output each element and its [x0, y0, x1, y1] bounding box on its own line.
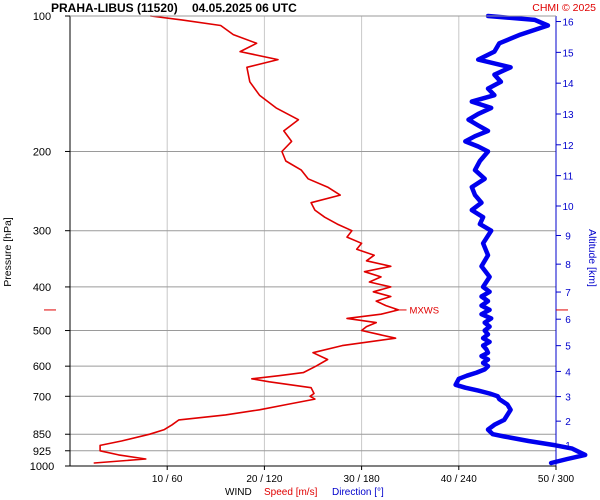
chart-datetime: 04.05.2025 06 UTC	[192, 1, 297, 15]
altitude-tick-label: 11	[563, 172, 574, 183]
y2-axis-label: Altitude [km]	[586, 229, 598, 287]
pressure-tick-label: 600	[33, 361, 51, 373]
pressure-tick-label: 850	[33, 429, 51, 441]
altitude-tick-label: 6	[565, 315, 571, 326]
chart-credit: CHMI © 2025	[532, 2, 596, 14]
series-layer	[93, 13, 588, 466]
x-axis-label-speed: Speed [m/s]	[264, 487, 318, 498]
altitude-tick-label: 2	[565, 417, 571, 428]
pressure-tick-label: 200	[33, 146, 51, 158]
chart-title: PRAHA-LIBUS (11520)	[51, 1, 178, 15]
pressure-tick-label: 300	[33, 226, 51, 238]
altitude-tick-label: 16	[562, 18, 574, 29]
altitude-tick-label: 8	[565, 260, 571, 271]
altitude-tick-label: 1	[565, 441, 571, 452]
pressure-tick-label: 400	[33, 282, 51, 294]
x-tick-label: 10 / 60	[152, 474, 183, 485]
altitude-tick-label: 9	[565, 231, 571, 242]
x-tick-label: 40 / 240	[441, 474, 478, 485]
altitude-tick-label: 14	[562, 79, 574, 90]
x-tick-label: 20 / 120	[246, 474, 283, 485]
pressure-tick-label: 1000	[30, 461, 54, 473]
x-axis-label-direction: Direction [°]	[332, 487, 384, 498]
altitude-tick-label: 12	[562, 141, 574, 152]
pressure-tick-label: 500	[33, 326, 51, 338]
altitude-tick-label: 3	[565, 393, 571, 404]
x-tick-label: 30 / 180	[344, 474, 381, 485]
mxws-label: MXWS	[410, 305, 440, 316]
altitude-tick-label: 4	[565, 367, 571, 378]
altitude-tick-label: 13	[562, 110, 574, 121]
x-tick-label: 50 / 300	[538, 474, 575, 485]
x-axis-label-wind: WIND	[225, 487, 252, 498]
pressure-tick-label: 925	[33, 446, 51, 458]
altitude-tick-label: 5	[565, 342, 571, 353]
y-axis-label: Pressure [hPa]	[2, 217, 14, 287]
altitude-tick-label: 10	[562, 202, 574, 213]
altitude-tick-label: 7	[565, 288, 571, 299]
pressure-tick-label: 100	[33, 11, 51, 23]
pressure-tick-label: 700	[33, 391, 51, 403]
altitude-tick-label: 15	[562, 48, 574, 59]
direction-series-line	[453, 13, 588, 466]
speed-series-line	[93, 15, 400, 464]
